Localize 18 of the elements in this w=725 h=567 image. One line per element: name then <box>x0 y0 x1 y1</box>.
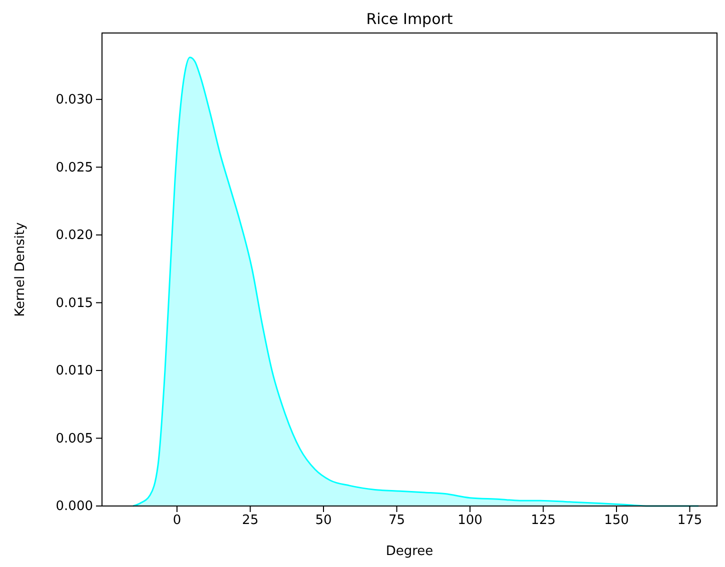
chart-title: Rice Import <box>366 10 453 28</box>
x-axis-title: Degree <box>386 544 434 559</box>
y-tick-label: 0.025 <box>56 160 93 176</box>
y-tick-label: 0.020 <box>56 228 93 244</box>
y-tick-label: 0.015 <box>56 296 93 311</box>
x-tick-label: 75 <box>388 513 406 528</box>
y-tick-label: 0.030 <box>56 92 93 108</box>
x-tick-label: 175 <box>677 513 702 528</box>
x-tick-label: 100 <box>458 513 482 528</box>
y-tick-label: 0.010 <box>56 364 93 379</box>
x-tick-label: 0 <box>172 513 182 528</box>
x-tick-label: 50 <box>315 513 332 528</box>
y-tick-label: 0.005 <box>56 431 93 446</box>
y-axis-title: Kernel Density <box>13 222 28 317</box>
x-tick-label: 25 <box>242 513 259 528</box>
x-tick-label: 150 <box>604 513 629 528</box>
y-tick-label: 0.000 <box>56 499 93 514</box>
x-tick-label: 125 <box>530 513 556 528</box>
